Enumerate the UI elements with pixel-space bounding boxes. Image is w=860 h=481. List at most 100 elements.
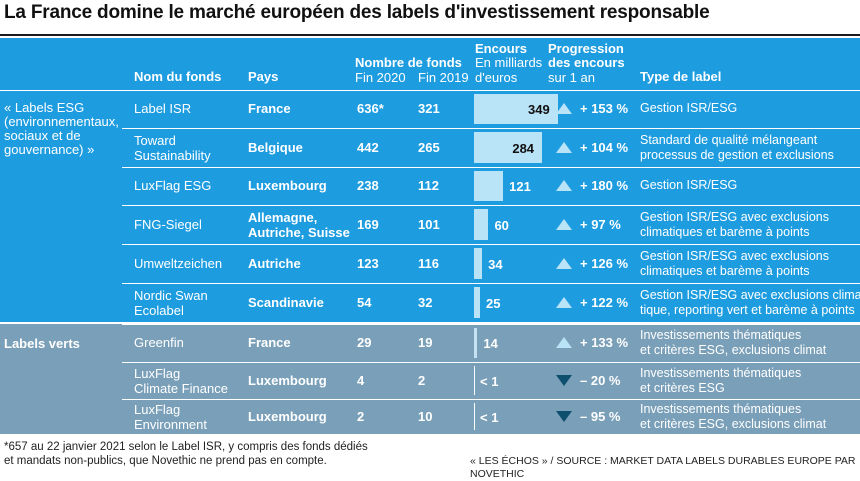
fund-name: Nordic Swan (134, 287, 208, 303)
group-esg-line-3: sociaux et de (4, 128, 81, 143)
row-divider (122, 283, 860, 284)
label-type-cont: tique, reporting vert et barème à points (640, 302, 855, 317)
fund-count-2020: 169 (357, 216, 379, 232)
group-esg-line-4: gouvernance) » (4, 142, 95, 157)
fund-name-cont: Environment (134, 416, 207, 432)
progression-value: + 122 % (580, 294, 629, 310)
triangle-up-icon (556, 337, 572, 348)
fund-country: France (248, 335, 291, 350)
fund-count-2019: 10 (418, 408, 433, 424)
fund-count-2020: 238 (357, 178, 379, 193)
encours-bar (474, 209, 489, 240)
fund-country: Autriche (248, 255, 301, 271)
fund-country: France (248, 101, 291, 116)
triangle-down-icon (556, 410, 572, 422)
header-count: Nombre de fonds (355, 55, 462, 70)
encours-bar (474, 366, 475, 395)
label-type-cont: climatiques et barème à points (640, 263, 810, 278)
encours-label: 14 (483, 336, 498, 351)
esg-panel (0, 38, 860, 322)
triangle-up-icon (556, 257, 572, 269)
fund-count-2019: 32 (418, 294, 433, 310)
fund-count-2020: 636* (357, 101, 384, 116)
header-progression-2: des encours (548, 55, 625, 70)
fund-name-cont: Sustainability (134, 147, 211, 163)
encours-label: 34 (488, 256, 503, 272)
label-type-cont: processus de gestion et exclusions (640, 147, 834, 162)
label-type: Gestion ISR/ESG (640, 101, 738, 115)
encours-label: < 1 (480, 409, 499, 425)
label-type: Gestion ISR/ESG (640, 178, 738, 192)
fund-count-2019: 321 (418, 101, 440, 116)
triangle-up-icon (556, 141, 572, 153)
triangle-up-icon (556, 180, 572, 191)
green-labels-panel (0, 324, 860, 434)
fund-country: Luxembourg (248, 372, 327, 388)
label-type: Investissements thématiques (640, 328, 802, 342)
row-divider (122, 362, 860, 363)
group-esg-line-2: (environnementaux, (4, 114, 119, 129)
encours-bar (474, 287, 481, 318)
fund-country: Allemagne, (248, 209, 318, 225)
fund-name: FNG-Siegel (134, 216, 202, 232)
fund-name: Label ISR (134, 101, 192, 116)
label-type: Gestion ISR/ESG avec exclusions clima- (640, 287, 860, 302)
header-encours-unit-1: En milliards (475, 55, 543, 70)
fund-name-cont: Ecolabel (134, 302, 184, 318)
encours-bar (474, 171, 504, 201)
fund-count-2019: 101 (418, 216, 440, 232)
label-type-cont: et critères ESG, exclusions climat (640, 416, 827, 431)
encours-label: 349 (528, 102, 550, 117)
fund-count-2019: 265 (418, 139, 440, 155)
encours-bar (474, 403, 475, 430)
fund-count-2020: 2 (357, 408, 365, 424)
title-rule (0, 34, 860, 36)
progression-value: + 180 % (580, 178, 629, 193)
label-type-cont: et critères ESG (640, 380, 725, 395)
fund-count-2020: 29 (357, 335, 372, 350)
header-encours: Encours (475, 41, 528, 56)
header-progression-3: sur 1 an (548, 70, 595, 85)
label-type-cont: climatiques et barème à points (640, 224, 810, 239)
header-encours-unit-2: d'euros (475, 70, 518, 85)
row-divider (122, 324, 860, 325)
group-esg-rule (0, 90, 122, 91)
fund-country: Scandinavie (248, 294, 324, 310)
progression-value: + 104 % (580, 139, 629, 155)
row-divider (122, 399, 860, 400)
fund-country-cont: Autriche, Suisse (248, 224, 350, 240)
fund-count-2020: 123 (357, 255, 379, 271)
encours-bar (474, 248, 483, 279)
fund-count-2020: 54 (357, 294, 372, 310)
fund-country: Luxembourg (248, 408, 327, 424)
progression-value: + 126 % (580, 255, 629, 271)
fund-count-2019: 112 (418, 178, 439, 193)
footnote-line-1: *657 au 22 janvier 2021 selon le Label I… (4, 441, 368, 453)
fund-count-2019: 2 (418, 372, 426, 388)
fund-name: Greenfin (134, 335, 184, 350)
fund-name: LuxFlag ESG (134, 178, 212, 193)
header-progression-1: Progression (548, 41, 624, 56)
header-fin2020: Fin 2020 (355, 70, 406, 85)
fund-count-2020: 4 (357, 372, 365, 388)
header-country: Pays (248, 69, 279, 84)
label-type: Gestion ISR/ESG avec exclusions (640, 248, 829, 263)
encours-label: 60 (494, 217, 509, 233)
row-divider (122, 90, 860, 91)
label-type: Gestion ISR/ESG avec exclusions (640, 209, 829, 224)
fund-name-cont: Climate Finance (134, 380, 228, 396)
encours-label: 25 (486, 295, 501, 311)
triangle-up-icon (556, 103, 572, 114)
label-type: Standard de qualité mélangeant (640, 132, 818, 147)
triangle-up-icon (556, 218, 572, 230)
header-type: Type de label (640, 69, 722, 84)
encours-bar (474, 132, 543, 163)
fund-name: LuxFlag (134, 401, 181, 417)
fund-count-2019: 19 (418, 335, 433, 350)
label-type: Investissements thématiques (640, 401, 802, 416)
encours-bar (474, 328, 478, 358)
fund-count-2020: 442 (357, 139, 379, 155)
progression-value: + 97 % (580, 216, 621, 232)
progression-value: – 95 % (580, 408, 621, 424)
triangle-down-icon (556, 374, 572, 386)
